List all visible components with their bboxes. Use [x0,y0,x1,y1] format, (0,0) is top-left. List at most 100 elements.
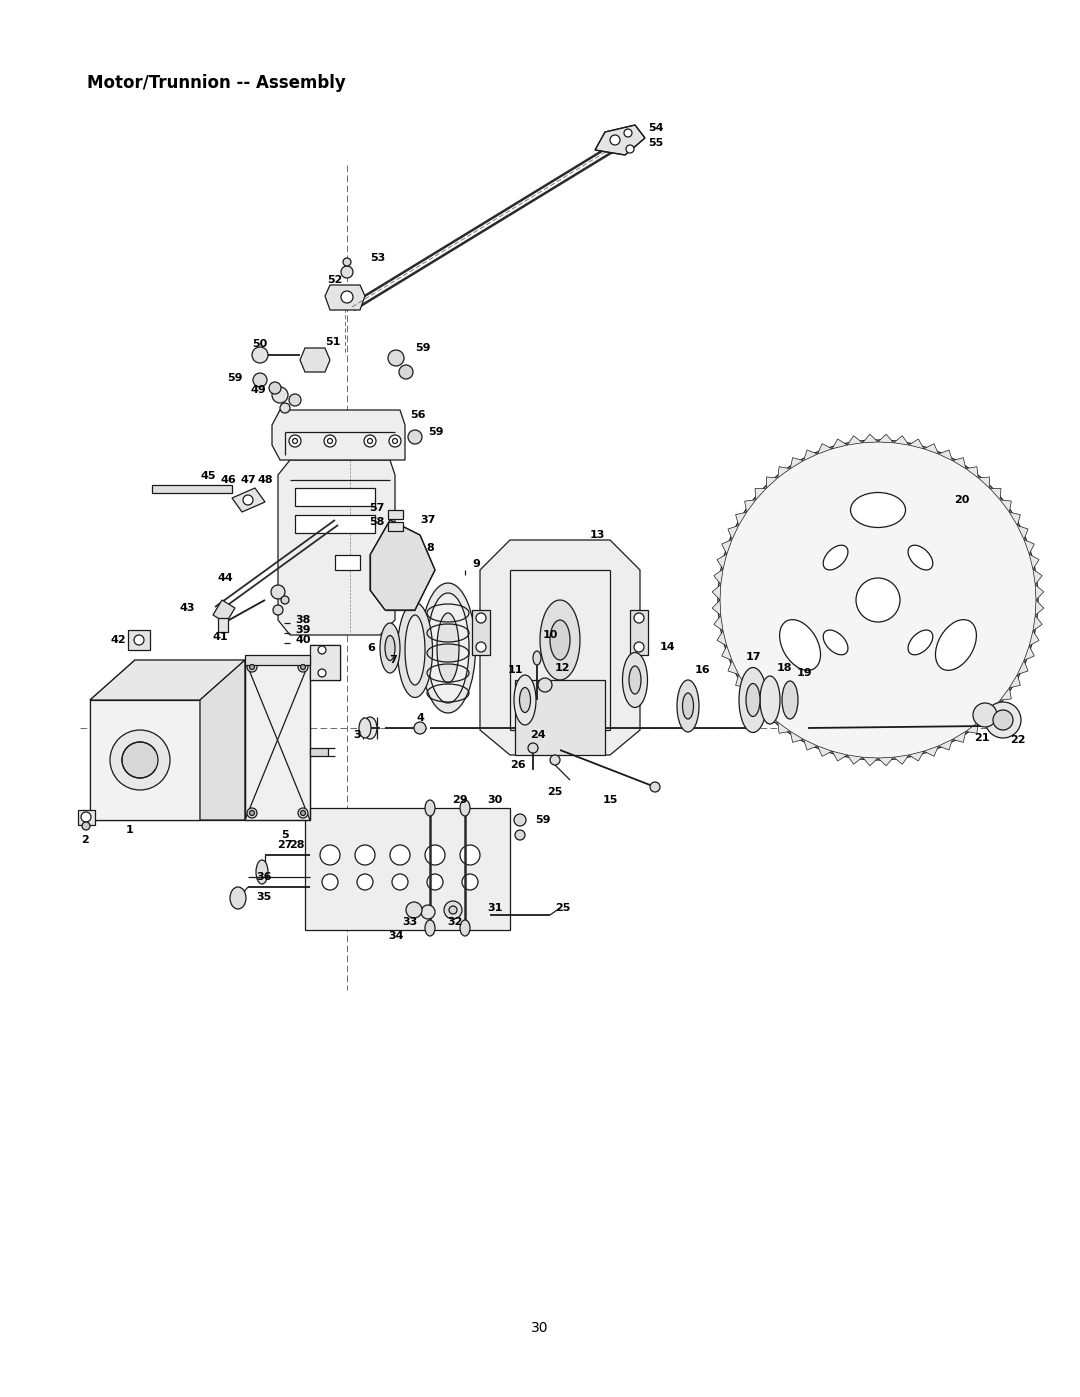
Circle shape [273,605,283,615]
Ellipse shape [359,718,372,738]
Text: 6: 6 [367,643,375,652]
Polygon shape [728,525,739,539]
Text: 30: 30 [531,1322,549,1336]
Polygon shape [791,458,804,468]
Polygon shape [939,450,953,461]
Ellipse shape [851,493,905,528]
Text: 14: 14 [660,643,676,652]
Circle shape [426,845,445,865]
Circle shape [249,810,255,816]
Circle shape [538,678,552,692]
Polygon shape [714,616,723,631]
Polygon shape [717,555,727,569]
Polygon shape [989,489,1001,500]
Polygon shape [200,659,245,820]
Text: 43: 43 [179,604,195,613]
Circle shape [985,703,1021,738]
Bar [295,515,375,534]
Text: 51: 51 [325,337,340,346]
Text: 13: 13 [590,529,606,541]
Polygon shape [923,444,939,454]
Ellipse shape [629,666,642,694]
Ellipse shape [823,630,848,655]
Ellipse shape [427,592,469,703]
Polygon shape [832,439,847,448]
Circle shape [856,578,900,622]
Text: 8: 8 [427,543,434,553]
Text: 54: 54 [648,123,663,133]
Text: 32: 32 [447,916,462,928]
Polygon shape [1032,569,1042,584]
Polygon shape [712,584,720,599]
Ellipse shape [230,887,246,909]
Polygon shape [721,539,732,555]
Circle shape [650,782,660,792]
Circle shape [528,743,538,753]
Text: 57: 57 [369,503,384,513]
Text: 26: 26 [510,760,526,770]
Polygon shape [245,659,310,820]
Circle shape [414,722,426,733]
Circle shape [449,907,457,914]
Text: 47: 47 [240,475,256,485]
Circle shape [300,810,306,816]
Polygon shape [728,661,739,675]
Text: 12: 12 [555,664,570,673]
Circle shape [122,742,158,778]
Ellipse shape [514,675,536,725]
Polygon shape [909,752,923,761]
Text: 24: 24 [530,731,545,740]
Polygon shape [278,460,395,636]
Polygon shape [1017,525,1028,539]
Text: 28: 28 [289,840,305,849]
Circle shape [247,807,257,819]
Circle shape [341,265,353,278]
Text: 25: 25 [555,902,570,914]
Circle shape [243,495,253,504]
Circle shape [320,845,340,865]
Text: 50: 50 [253,339,268,349]
Polygon shape [804,450,818,461]
Ellipse shape [550,620,570,659]
Polygon shape [717,631,727,645]
Ellipse shape [782,680,798,719]
Bar [295,488,375,506]
Circle shape [271,585,285,599]
Circle shape [624,129,632,137]
Polygon shape [1010,513,1021,525]
Circle shape [289,434,301,447]
Text: 11: 11 [508,665,523,675]
Text: 59: 59 [415,344,431,353]
Ellipse shape [622,652,648,707]
Polygon shape [863,434,878,443]
Polygon shape [847,436,863,446]
Circle shape [298,807,308,819]
Polygon shape [863,757,878,766]
Text: Motor/Trunnion -- Assembly: Motor/Trunnion -- Assembly [87,74,346,92]
Ellipse shape [780,620,821,671]
Ellipse shape [426,800,435,816]
Ellipse shape [935,620,976,671]
Circle shape [388,351,404,366]
Circle shape [626,145,634,154]
Polygon shape [893,436,909,446]
Polygon shape [300,348,330,372]
Circle shape [444,901,462,919]
Circle shape [634,613,644,623]
Circle shape [322,875,338,890]
Text: 56: 56 [410,409,426,420]
Circle shape [364,434,376,447]
Polygon shape [90,700,200,820]
Circle shape [406,902,422,918]
Circle shape [82,821,90,830]
Polygon shape [1036,584,1043,599]
Text: 1: 1 [126,826,134,835]
Circle shape [300,665,306,669]
Circle shape [460,845,480,865]
Circle shape [289,394,301,407]
Circle shape [318,645,326,654]
Circle shape [343,258,351,265]
Text: 21: 21 [974,733,989,743]
Bar [388,510,403,520]
Ellipse shape [746,683,760,717]
